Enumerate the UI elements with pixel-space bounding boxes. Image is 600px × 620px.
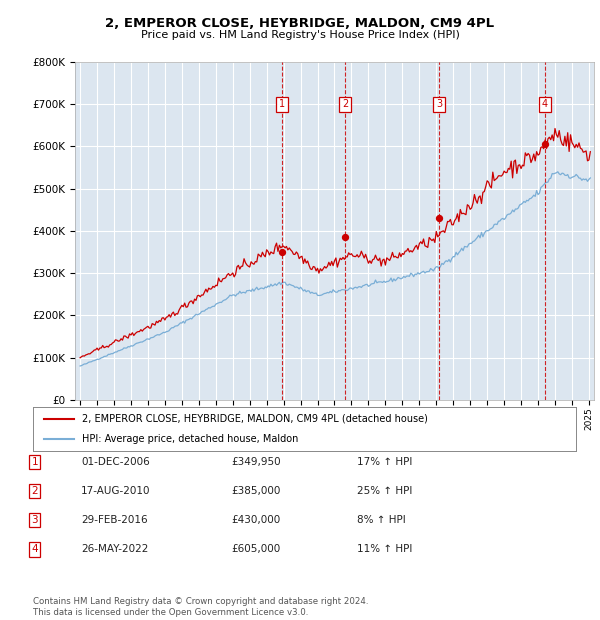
Text: 8% ↑ HPI: 8% ↑ HPI <box>357 515 406 525</box>
Text: 26-MAY-2022: 26-MAY-2022 <box>81 544 148 554</box>
Text: Contains HM Land Registry data © Crown copyright and database right 2024.
This d: Contains HM Land Registry data © Crown c… <box>33 598 368 617</box>
Text: 3: 3 <box>436 99 442 109</box>
Text: £349,950: £349,950 <box>231 457 281 467</box>
Text: £430,000: £430,000 <box>231 515 280 525</box>
Point <box>277 247 287 257</box>
Text: HPI: Average price, detached house, Maldon: HPI: Average price, detached house, Mald… <box>82 434 298 445</box>
Text: 17-AUG-2010: 17-AUG-2010 <box>81 486 151 496</box>
Text: 2, EMPEROR CLOSE, HEYBRIDGE, MALDON, CM9 4PL (detached house): 2, EMPEROR CLOSE, HEYBRIDGE, MALDON, CM9… <box>82 414 428 424</box>
Text: £605,000: £605,000 <box>231 544 280 554</box>
Text: Price paid vs. HM Land Registry's House Price Index (HPI): Price paid vs. HM Land Registry's House … <box>140 30 460 40</box>
Text: 2: 2 <box>31 486 38 496</box>
Text: £385,000: £385,000 <box>231 486 280 496</box>
Point <box>540 140 550 149</box>
Text: 25% ↑ HPI: 25% ↑ HPI <box>357 486 412 496</box>
Text: 1: 1 <box>31 457 38 467</box>
Text: 11% ↑ HPI: 11% ↑ HPI <box>357 544 412 554</box>
Text: 17% ↑ HPI: 17% ↑ HPI <box>357 457 412 467</box>
Text: 2, EMPEROR CLOSE, HEYBRIDGE, MALDON, CM9 4PL: 2, EMPEROR CLOSE, HEYBRIDGE, MALDON, CM9… <box>106 17 494 30</box>
Text: 2: 2 <box>342 99 349 109</box>
Text: 4: 4 <box>31 544 38 554</box>
Point <box>340 232 350 242</box>
Text: 4: 4 <box>542 99 548 109</box>
Text: 3: 3 <box>31 515 38 525</box>
Text: 01-DEC-2006: 01-DEC-2006 <box>81 457 150 467</box>
Text: 1: 1 <box>279 99 286 109</box>
Text: 29-FEB-2016: 29-FEB-2016 <box>81 515 148 525</box>
Point <box>434 213 444 223</box>
